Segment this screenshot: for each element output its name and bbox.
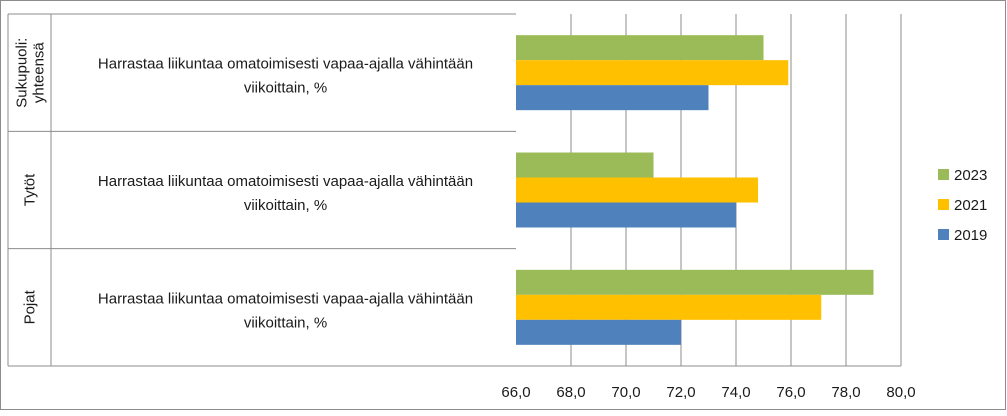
bar-2023 [516, 152, 654, 178]
category-label: Harrastaa liikuntaa omatoimisesti vapaa-… [98, 173, 473, 190]
x-tick-label: 80,0 [886, 384, 915, 401]
bar-2019 [516, 319, 681, 345]
x-tick-label: 72,0 [666, 384, 695, 401]
x-tick-label: 78,0 [831, 384, 860, 401]
legend-label-2021: 2021 [954, 197, 987, 214]
x-tick-label: 76,0 [776, 384, 805, 401]
legend-label-2023: 2023 [954, 167, 987, 184]
bar-2019 [516, 85, 709, 111]
category-label: viikoittain, % [244, 80, 327, 97]
bar-2023 [516, 35, 764, 61]
group-label-3: Pojat [22, 289, 39, 324]
legend-swatch-2023 [938, 169, 949, 180]
category-label: Harrastaa liikuntaa omatoimisesti vapaa-… [98, 290, 473, 307]
bar-2023 [516, 269, 874, 295]
x-tick-label: 70,0 [611, 384, 640, 401]
group-label-2: Tytöt [22, 173, 39, 206]
category-label: viikoittain, % [244, 197, 327, 214]
group-label-1: Sukupuoli:yhteensä [14, 38, 48, 108]
category-label: viikoittain, % [244, 314, 327, 331]
category-label: Harrastaa liikuntaa omatoimisesti vapaa-… [98, 56, 473, 73]
legend-swatch-2021 [938, 199, 949, 210]
legend-label-2019: 2019 [954, 227, 987, 244]
legend-swatch-2019 [938, 229, 949, 240]
x-tick-label: 68,0 [556, 384, 585, 401]
x-tick-label: 66,0 [501, 384, 530, 401]
bar-2021 [516, 294, 822, 320]
bar-2019 [516, 202, 736, 228]
bar-2021 [516, 177, 758, 203]
bar-2021 [516, 60, 789, 86]
x-tick-label: 74,0 [721, 384, 750, 401]
